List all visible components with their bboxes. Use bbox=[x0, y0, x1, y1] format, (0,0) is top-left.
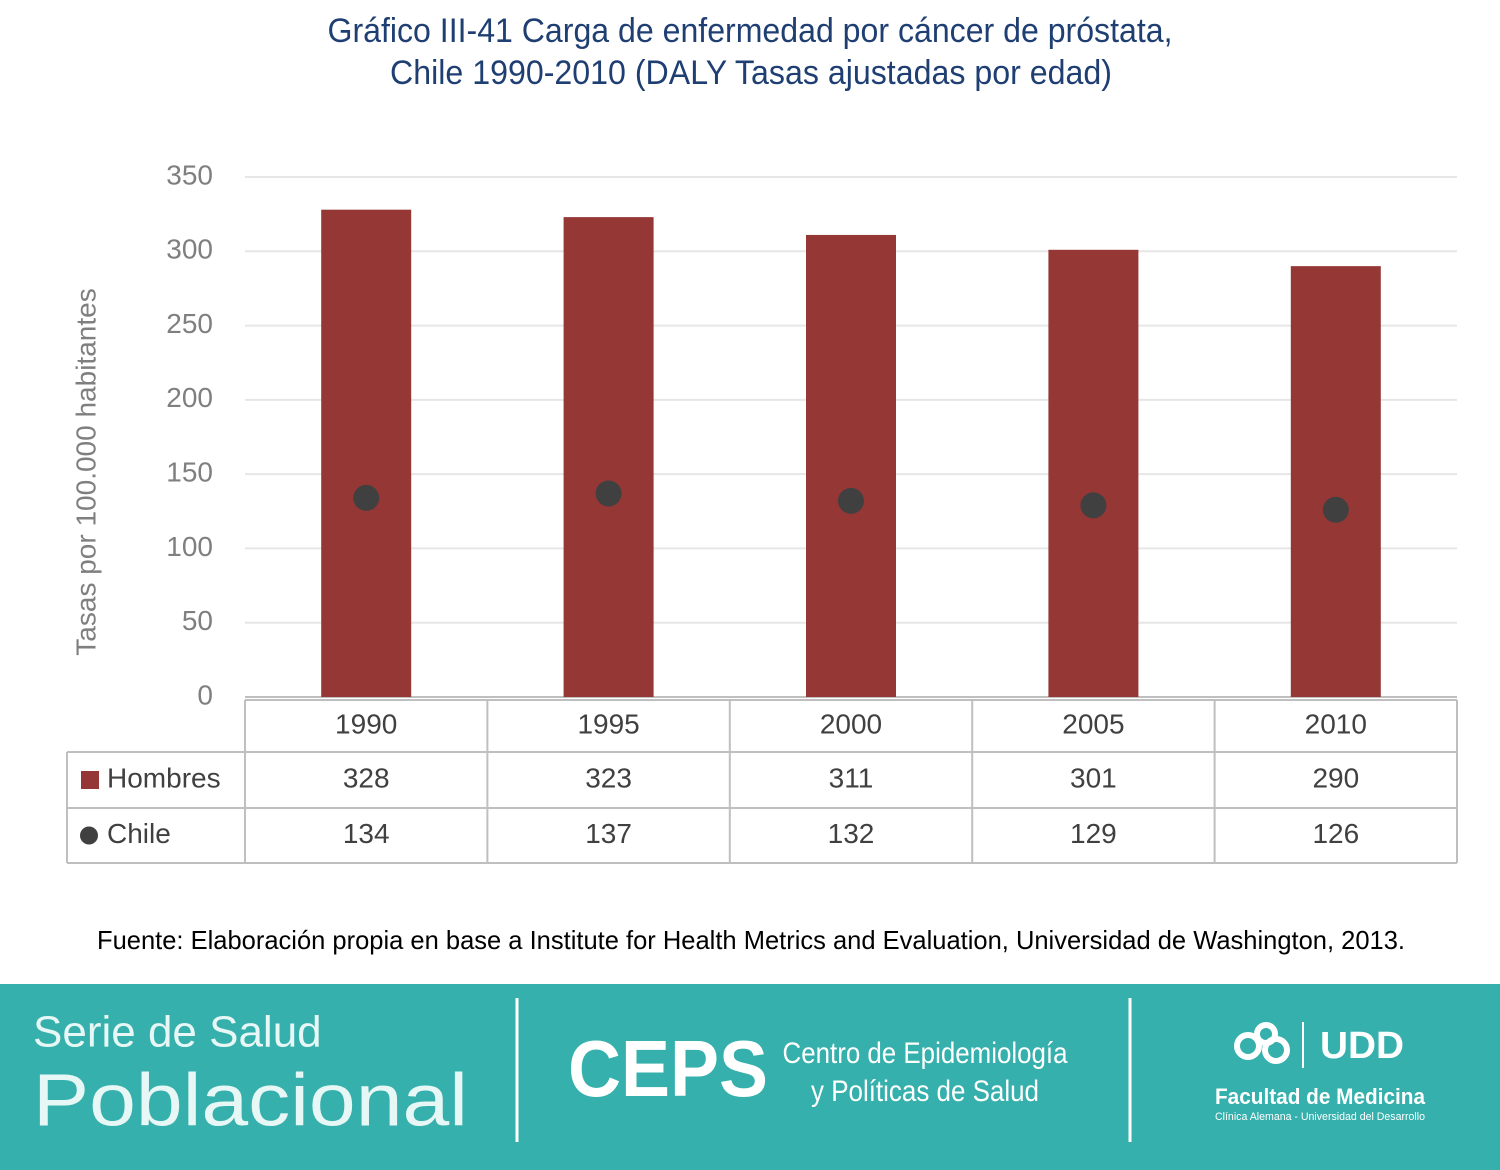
legend-label: Hombres bbox=[107, 762, 221, 793]
y-tick-label: 350 bbox=[166, 159, 213, 190]
y-tick-label: 250 bbox=[166, 308, 213, 339]
table-value: 328 bbox=[343, 762, 390, 793]
x-tick-label: 1995 bbox=[577, 708, 639, 739]
x-tick-label: 2010 bbox=[1305, 708, 1367, 739]
x-tick-label: 1990 bbox=[335, 708, 397, 739]
y-tick-label: 150 bbox=[166, 457, 213, 488]
table-value: 129 bbox=[1070, 818, 1117, 849]
faculty: Facultad de Medicina bbox=[1215, 1084, 1426, 1109]
y-tick-label: 100 bbox=[166, 531, 213, 562]
y-tick-label: 200 bbox=[166, 382, 213, 413]
ceps-name: y Políticas de Salud bbox=[811, 1075, 1039, 1108]
ceps-name: Centro de Epidemiología bbox=[783, 1037, 1068, 1070]
bar bbox=[563, 217, 654, 697]
x-tick-label: 2005 bbox=[1062, 708, 1124, 739]
table-value: 134 bbox=[343, 818, 390, 849]
legend-key bbox=[80, 826, 98, 845]
dot bbox=[353, 484, 380, 511]
series-name: Poblacional bbox=[33, 1059, 468, 1142]
source: Fuente: Elaboración propia en base a Ins… bbox=[97, 925, 1405, 955]
chart-title: Gráfico III-41 Carga de enfermedad por c… bbox=[328, 12, 1173, 50]
y-tick-label: 300 bbox=[166, 234, 213, 265]
series-name: Serie de Salud bbox=[33, 1008, 322, 1057]
bar bbox=[1290, 266, 1381, 697]
y-tick-label: 50 bbox=[182, 605, 213, 636]
table-value: 126 bbox=[1312, 818, 1359, 849]
bar bbox=[321, 209, 412, 697]
bar bbox=[806, 234, 896, 697]
udd-icon bbox=[1234, 1022, 1290, 1064]
udd-logo: UDD bbox=[1320, 1025, 1404, 1067]
bar bbox=[1048, 249, 1139, 698]
table-value: 137 bbox=[585, 818, 632, 849]
legend-key bbox=[81, 771, 99, 789]
faculty-sub: Clínica Alemana - Universidad del Desarr… bbox=[1215, 1111, 1425, 1123]
ceps-logo: CEPS bbox=[568, 1024, 768, 1113]
chart-title: Chile 1990-2010 (DALY Tasas ajustadas po… bbox=[390, 54, 1112, 92]
table-value: 323 bbox=[585, 762, 632, 793]
table-value: 290 bbox=[1312, 762, 1359, 793]
dot bbox=[1080, 492, 1107, 519]
dot bbox=[1322, 496, 1349, 523]
y-tick-label: 0 bbox=[197, 679, 213, 710]
table-value: 311 bbox=[829, 762, 874, 793]
y-axis-label: Tasas por 100.000 habitantes bbox=[70, 288, 101, 655]
x-tick-label: 2000 bbox=[820, 708, 882, 739]
dot bbox=[595, 480, 622, 507]
table-value: 301 bbox=[1070, 762, 1117, 793]
table-value: 132 bbox=[828, 818, 875, 849]
dot bbox=[838, 487, 864, 514]
footer-band bbox=[0, 984, 1500, 1170]
legend-label: Chile bbox=[107, 818, 171, 849]
